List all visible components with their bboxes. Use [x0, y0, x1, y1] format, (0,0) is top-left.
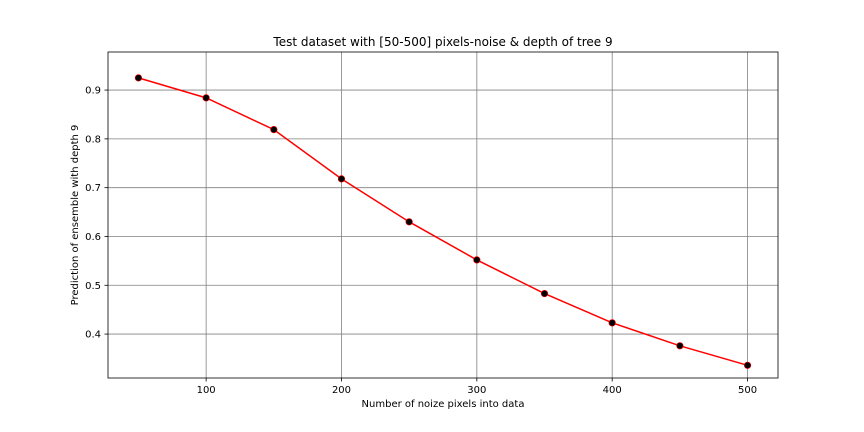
data-point: [676, 342, 684, 350]
data-point: [134, 74, 143, 82]
x-tick-label: 200: [332, 385, 351, 396]
series-group: [134, 74, 752, 369]
y-tick-label: 0.8: [85, 134, 101, 145]
series-line: [138, 77, 748, 367]
x-tick-label: 400: [603, 385, 622, 396]
data-point: [608, 319, 616, 327]
y-axis-label: Prediction of ensemble with depth 9: [70, 125, 81, 306]
x-axis-ticks: 100 200 300 400 500: [197, 378, 757, 396]
data-point: [270, 125, 278, 134]
y-tick-label: 0.6: [85, 232, 101, 243]
x-tick-label: 300: [467, 385, 486, 396]
y-tick-label: 0.4: [85, 330, 101, 341]
data-point: [743, 361, 752, 369]
y-tick-label: 0.7: [85, 183, 101, 194]
plot-frame: [107, 51, 779, 379]
y-tick-label: 0.5: [85, 281, 101, 292]
data-point: [473, 256, 481, 264]
x-tick-label: 100: [197, 385, 216, 396]
data-point: [405, 218, 413, 226]
x-axis-label: Number of noize pixels into data: [362, 399, 525, 410]
grid: [108, 52, 778, 378]
x-tick-label: 500: [738, 385, 757, 396]
data-point: [540, 289, 549, 298]
data-point: [337, 175, 346, 183]
chart-title: Test dataset with [50-500] pixels-noise …: [272, 35, 612, 49]
y-tick-label: 0.9: [85, 86, 101, 97]
y-axis-ticks: 0.4 0.5 0.6 0.7 0.8 0.9: [85, 86, 108, 341]
data-point: [202, 94, 210, 102]
